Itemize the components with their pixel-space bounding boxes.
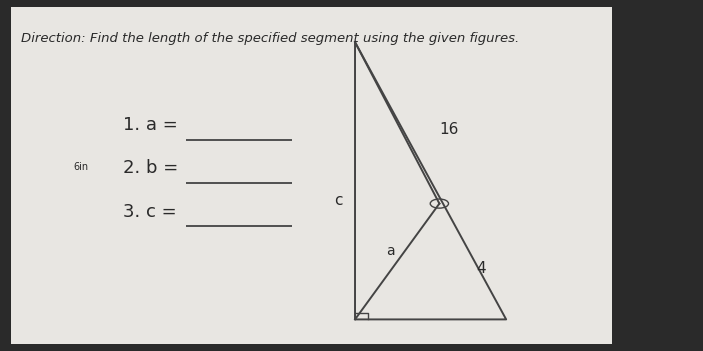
Text: 2. b =: 2. b =: [123, 159, 179, 178]
Text: 6in: 6in: [73, 162, 89, 172]
Text: 4: 4: [476, 261, 486, 276]
Text: Direction: Find the length of the specified segment using the given figures.: Direction: Find the length of the specif…: [21, 32, 520, 45]
Text: a: a: [387, 244, 395, 258]
Text: 16: 16: [439, 122, 459, 137]
Text: c: c: [335, 193, 343, 207]
Text: 3. c =: 3. c =: [123, 203, 176, 221]
Text: 1. a =: 1. a =: [123, 115, 178, 134]
